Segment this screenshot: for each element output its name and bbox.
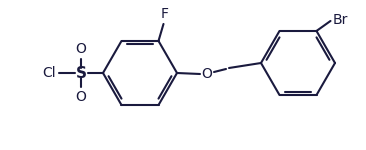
Text: F: F [161,7,168,21]
Text: O: O [75,90,86,104]
Text: S: S [75,66,86,81]
Text: Br: Br [332,13,348,27]
Text: Cl: Cl [42,66,56,80]
Text: O: O [75,42,86,56]
Text: O: O [202,67,212,81]
